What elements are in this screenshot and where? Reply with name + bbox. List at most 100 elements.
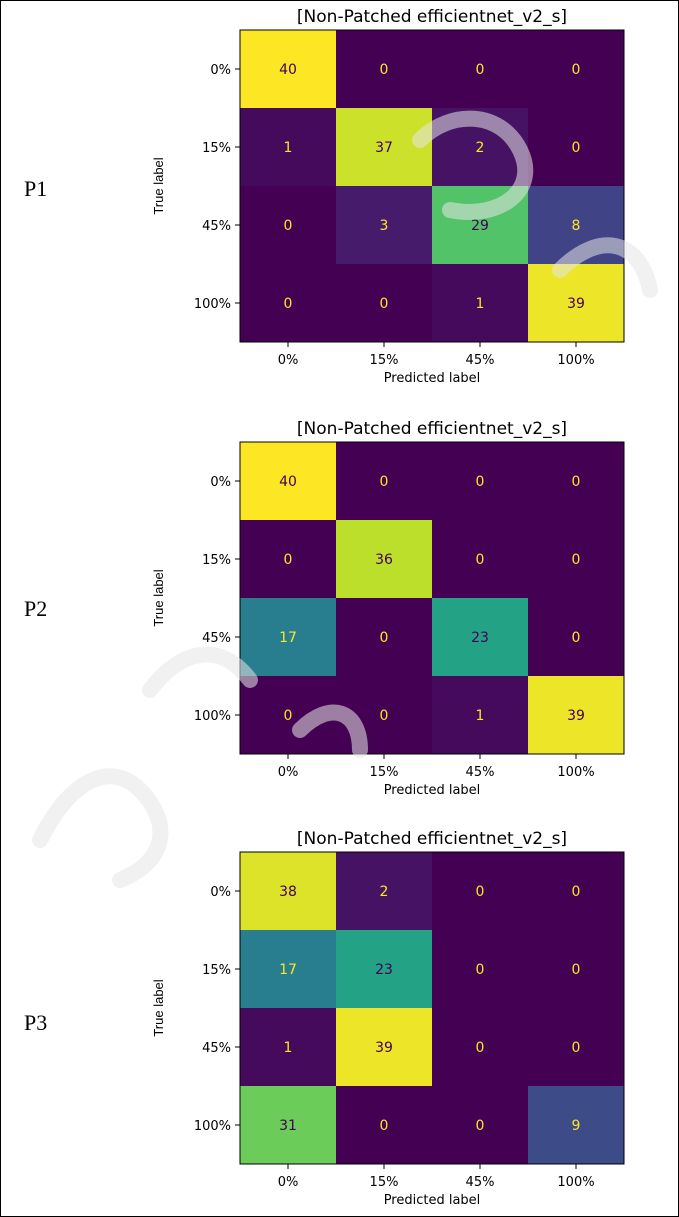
- cell-value-label: 40: [279, 62, 297, 78]
- row-label-p3: P3: [24, 1010, 48, 1035]
- y-tick-label: 15%: [202, 553, 231, 568]
- row-label-p1: P1: [24, 176, 48, 201]
- confusion-matrix-panel-p2: [Non-Patched efficientnet_v2_s] 40 0 0 0 0 36 0…: [145, 412, 665, 802]
- cell-value-label: 0: [476, 1118, 485, 1134]
- cell-value-label: 0: [572, 140, 581, 156]
- heatmap-cell: [336, 598, 432, 676]
- x-tick-label: 45%: [466, 353, 495, 368]
- cell-value-label: 1: [476, 296, 485, 312]
- cell-value-label: 0: [284, 708, 293, 724]
- heatmap-cell: [240, 852, 336, 930]
- heatmap-cell: [240, 1086, 336, 1164]
- y-tick-label: 45%: [202, 631, 231, 646]
- heatmap-cell: [528, 30, 624, 108]
- cell-value-label: 39: [567, 296, 585, 312]
- cell-value-label: 0: [572, 62, 581, 78]
- x-axis-label: Predicted label: [384, 1193, 481, 1208]
- heatmap-cell: [528, 598, 624, 676]
- cell-value-label: 0: [572, 884, 581, 900]
- heatmap-cell: [432, 1008, 528, 1086]
- y-tick-label: 45%: [202, 1041, 231, 1056]
- x-tick-label: 0%: [278, 353, 299, 368]
- cell-value-label: 2: [380, 884, 389, 900]
- x-tick-label: 100%: [557, 353, 594, 368]
- heatmap-cell: [432, 676, 528, 754]
- x-tick-label: 45%: [466, 765, 495, 780]
- cell-value-label: 31: [279, 1118, 297, 1134]
- heatmap-cell: [240, 442, 336, 520]
- cell-value-label: 0: [476, 962, 485, 978]
- heatmap-cell: [432, 520, 528, 598]
- cell-value-label: 23: [375, 962, 393, 978]
- y-tick-label: 15%: [202, 141, 231, 156]
- cell-value-label: 2: [476, 140, 485, 156]
- cell-value-label: 0: [572, 552, 581, 568]
- plot-frame: [239, 441, 625, 755]
- x-tick-label: 100%: [557, 1175, 594, 1190]
- cell-value-label: 0: [572, 474, 581, 490]
- confusion-matrix-chart-p1: [Non-Patched efficientnet_v2_s] 40 0 0 0 1 37 2…: [151, 7, 625, 386]
- heatmap-cell: [432, 30, 528, 108]
- heatmap-cell: [240, 520, 336, 598]
- heatmap-cell: [240, 1008, 336, 1086]
- heatmap-cell: [240, 108, 336, 186]
- y-tick-label: 100%: [194, 1119, 231, 1134]
- cell-value-label: 0: [284, 552, 293, 568]
- cell-value-label: 9: [572, 1118, 581, 1134]
- heatmap-cell: [432, 930, 528, 1008]
- y-axis-label: True label: [151, 569, 166, 626]
- y-tick-label: 0%: [210, 885, 231, 900]
- y-axis-label: True label: [151, 979, 166, 1036]
- heatmap-cell: [528, 108, 624, 186]
- cell-value-label: 38: [279, 884, 297, 900]
- confusion-matrix-panel-p3: [Non-Patched efficientnet_v2_s] 38 2 0 0 17 23…: [145, 822, 665, 1212]
- confusion-matrix-panel-p1: [Non-Patched efficientnet_v2_s] 40 0 0 0 1 37 2…: [145, 0, 665, 390]
- heatmap-cell: [336, 30, 432, 108]
- cell-value-label: 0: [284, 296, 293, 312]
- heatmap-cell: [336, 264, 432, 342]
- x-tick-label: 45%: [466, 1175, 495, 1190]
- chart-title: [Non-Patched efficientnet_v2_s]: [297, 829, 567, 849]
- cell-value-label: 0: [380, 296, 389, 312]
- cell-value-label: 40: [279, 474, 297, 490]
- heatmap-cell: [528, 1008, 624, 1086]
- cell-value-label: 0: [380, 630, 389, 646]
- x-tick-label: 15%: [370, 353, 399, 368]
- cell-value-label: 0: [476, 552, 485, 568]
- heatmap-cell: [336, 930, 432, 1008]
- y-axis-label: True label: [151, 157, 166, 214]
- heatmap-cell: [432, 264, 528, 342]
- heatmap-cell: [432, 1086, 528, 1164]
- heatmap-cell: [432, 598, 528, 676]
- heatmap-cell: [336, 852, 432, 930]
- cell-value-label: 0: [476, 1040, 485, 1056]
- x-tick-label: 15%: [370, 765, 399, 780]
- heatmap-cell: [240, 264, 336, 342]
- cell-value-label: 1: [476, 708, 485, 724]
- confusion-matrix-chart-p2: [Non-Patched efficientnet_v2_s] 40 0 0 0 0 36 0…: [151, 419, 625, 798]
- row-label-p2: P2: [24, 596, 48, 621]
- cell-value-label: 29: [471, 218, 489, 234]
- heatmap-cell: [240, 930, 336, 1008]
- cell-value-label: 8: [572, 218, 581, 234]
- heatmap-cell: [336, 442, 432, 520]
- heatmap-cell: [528, 852, 624, 930]
- heatmap-cell: [528, 930, 624, 1008]
- cell-value-label: 0: [476, 474, 485, 490]
- cell-value-label: 37: [375, 140, 393, 156]
- cell-value-label: 23: [471, 630, 489, 646]
- confusion-matrix-chart-p3: [Non-Patched efficientnet_v2_s] 38 2 0 0 17 23…: [151, 829, 625, 1208]
- cell-value-label: 0: [380, 62, 389, 78]
- y-tick-label: 0%: [210, 475, 231, 490]
- y-tick-label: 15%: [202, 963, 231, 978]
- heatmap-cell: [528, 442, 624, 520]
- cell-value-label: 0: [380, 708, 389, 724]
- heatmap-cell: [336, 1008, 432, 1086]
- cell-value-label: 0: [572, 1040, 581, 1056]
- heatmap-cell: [336, 520, 432, 598]
- cell-value-label: 0: [572, 962, 581, 978]
- cell-value-label: 0: [380, 1118, 389, 1134]
- cell-value-label: 1: [284, 140, 293, 156]
- heatmap-cell: [432, 852, 528, 930]
- x-tick-label: 0%: [278, 765, 299, 780]
